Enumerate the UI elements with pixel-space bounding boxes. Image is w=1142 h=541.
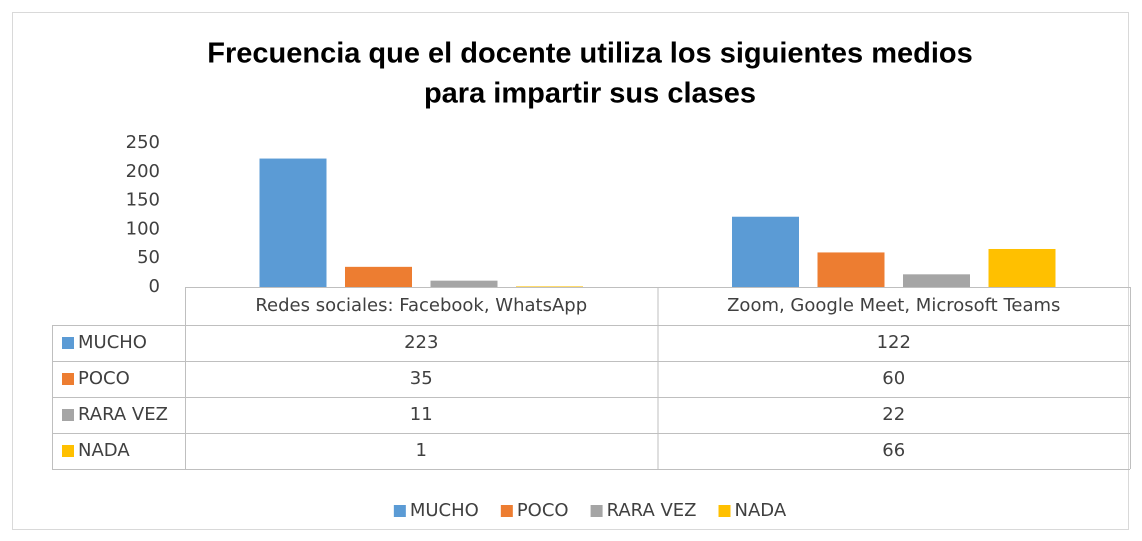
table-row-label: NADA <box>78 440 130 461</box>
chart-title: para impartir sus clases <box>424 78 756 110</box>
bar <box>903 274 970 287</box>
table-value: 22 <box>882 404 905 425</box>
legend-key <box>590 505 603 517</box>
table-row-label: RARA VEZ <box>78 404 168 425</box>
y-tick-label: 250 <box>126 132 160 153</box>
legend-key <box>718 505 731 517</box>
chart-border <box>12 12 1129 530</box>
legend-key <box>393 505 406 517</box>
table-value: 11 <box>410 404 433 425</box>
table-header: Zoom, Google Meet, Microsoft Teams <box>727 295 1060 316</box>
legend-label: POCO <box>517 500 569 521</box>
table-value: 35 <box>410 368 433 389</box>
legend-label: MUCHO <box>410 500 479 521</box>
bar <box>732 216 799 287</box>
table-row-label: POCO <box>78 368 130 389</box>
legend-label: RARA VEZ <box>607 500 697 521</box>
table-header: Redes sociales: Facebook, WhatsApp <box>255 295 587 316</box>
table-value: 66 <box>882 440 905 461</box>
y-tick-label: 0 <box>149 276 160 297</box>
bar <box>345 266 412 287</box>
legend-key <box>62 409 74 421</box>
table-row-label: MUCHO <box>78 332 147 353</box>
y-tick-label: 50 <box>137 247 160 268</box>
bar <box>259 158 327 287</box>
chart-title: Frecuencia que el docente utiliza los si… <box>207 38 972 70</box>
y-tick-label: 200 <box>126 161 160 182</box>
table-value: 1 <box>416 440 427 461</box>
legend-label: NADA <box>735 500 787 521</box>
bar <box>817 252 885 287</box>
y-tick-label: 150 <box>126 190 160 211</box>
legend-key <box>62 373 74 385</box>
bar <box>988 248 1056 287</box>
legend-key <box>500 505 513 517</box>
bar <box>430 280 498 287</box>
table-value: 122 <box>877 332 911 353</box>
legend-key <box>62 337 74 349</box>
table-value: 60 <box>882 368 905 389</box>
legend-key <box>62 445 74 457</box>
bar <box>516 286 583 287</box>
y-tick-label: 100 <box>126 218 160 239</box>
table-value: 223 <box>404 332 438 353</box>
